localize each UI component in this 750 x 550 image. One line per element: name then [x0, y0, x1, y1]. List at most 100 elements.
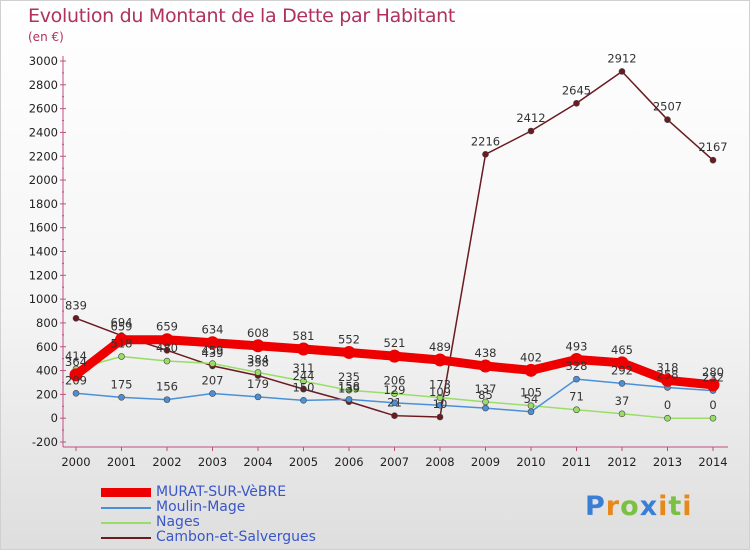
y-tick-label: 1400 [29, 245, 58, 259]
data-point [391, 390, 398, 397]
data-label: 54 [524, 392, 539, 406]
data-label: 438 [475, 346, 497, 360]
data-point [300, 397, 307, 404]
x-tick-label: 2006 [334, 455, 363, 469]
x-tick-label: 2011 [562, 455, 591, 469]
y-tick-label: 1800 [29, 197, 58, 211]
data-label: 85 [478, 388, 493, 402]
y-tick-label: 1200 [29, 268, 58, 282]
legend-label: MURAT-SUR-VèBRE [156, 484, 287, 500]
data-point [69, 368, 83, 382]
data-label: 2216 [471, 134, 500, 148]
data-label: 244 [293, 369, 315, 383]
data-label: 139 [338, 382, 360, 396]
data-point [436, 401, 444, 409]
y-tick-label: 800 [36, 316, 58, 330]
y-tick-label: -200 [32, 435, 58, 449]
data-label: 328 [566, 359, 588, 373]
data-label: 173 [429, 378, 451, 392]
data-point [709, 156, 717, 164]
data-label: 493 [566, 339, 588, 353]
data-label: 2167 [698, 140, 727, 154]
data-label: 206 [384, 374, 406, 388]
series-0 [69, 333, 720, 392]
data-label: 358 [247, 356, 269, 370]
data-label: 608 [247, 326, 269, 340]
data-label: 37 [615, 394, 630, 408]
data-point [297, 342, 310, 356]
data-label: 2912 [607, 51, 636, 65]
data-label: 158 [338, 379, 360, 393]
data-point [433, 353, 447, 367]
x-tick-label: 2010 [516, 455, 545, 469]
data-point [664, 414, 671, 422]
data-point [254, 369, 262, 376]
data-point [436, 413, 444, 421]
y-tick-label: 400 [36, 364, 58, 378]
y-tick-label: 1600 [29, 221, 58, 235]
y-tick-label: 2000 [29, 173, 58, 187]
data-point [300, 385, 307, 393]
data-label: 318 [657, 360, 679, 374]
legend-item: Nages [101, 515, 316, 530]
data-point [388, 349, 401, 363]
x-tick-label: 2001 [107, 455, 136, 469]
chart-title: Evolution du Montant de la Dette par Hab… [28, 5, 456, 27]
data-label: 71 [569, 390, 584, 404]
data-point [570, 352, 583, 366]
legend-swatch [101, 488, 151, 497]
data-label: 2507 [653, 100, 682, 114]
data-point [527, 408, 535, 416]
x-tick-label: 2003 [198, 455, 227, 469]
data-point [524, 363, 538, 377]
x-tick-label: 2002 [152, 455, 181, 469]
data-label: 0 [664, 398, 671, 412]
data-point [573, 406, 580, 414]
data-point [527, 127, 535, 135]
data-label: 634 [202, 323, 224, 337]
data-label: 258 [657, 367, 679, 381]
data-label: 156 [156, 380, 178, 394]
data-point [251, 339, 265, 353]
data-label: 364 [65, 355, 87, 369]
data-label: 209 [65, 373, 87, 387]
legend-item: Cambon-et-Salvergues [101, 530, 316, 545]
data-label: 489 [429, 340, 451, 354]
y-tick-label: 2800 [29, 78, 58, 92]
data-label: 175 [111, 377, 133, 391]
data-point [160, 333, 174, 347]
x-tick-label: 2005 [289, 455, 318, 469]
legend-swatch [101, 506, 151, 509]
data-label: 402 [520, 350, 542, 364]
legend-label: Moulin-Mage [156, 499, 246, 515]
legend-item: Moulin-Mage [101, 500, 316, 515]
x-tick-label: 2008 [425, 455, 454, 469]
data-point [661, 373, 674, 387]
y-tick-label: 2400 [29, 125, 58, 139]
data-label: 521 [384, 336, 406, 350]
series-1 [72, 375, 717, 416]
data-label: 581 [293, 329, 315, 343]
legend-label: Nages [156, 514, 200, 530]
data-point [206, 336, 219, 350]
chart-series: 364 659 659 634 608 581 552 521 489 438 402 493 465 3… [65, 51, 728, 422]
data-point [573, 375, 580, 383]
data-label: 129 [384, 383, 406, 397]
y-tick-label: 2600 [29, 102, 58, 116]
logo-letter: i [658, 491, 669, 522]
x-tick-label: 2014 [698, 455, 727, 469]
x-tick-label: 2000 [61, 455, 90, 469]
data-point [482, 404, 489, 412]
data-label: 414 [65, 349, 87, 363]
data-point [72, 314, 80, 322]
data-label: 659 [111, 320, 133, 334]
legend-label: Cambon-et-Salvergues [156, 529, 316, 545]
legend-item: MURAT-SUR-VèBRE [101, 485, 316, 500]
data-label: 137 [475, 382, 497, 396]
data-point [209, 390, 216, 397]
data-point [342, 345, 356, 359]
data-point [118, 353, 125, 360]
data-label: 179 [247, 377, 269, 391]
chart-legend: MURAT-SUR-VèBRE Moulin-Mage Nages Cambon-et… [101, 485, 316, 545]
